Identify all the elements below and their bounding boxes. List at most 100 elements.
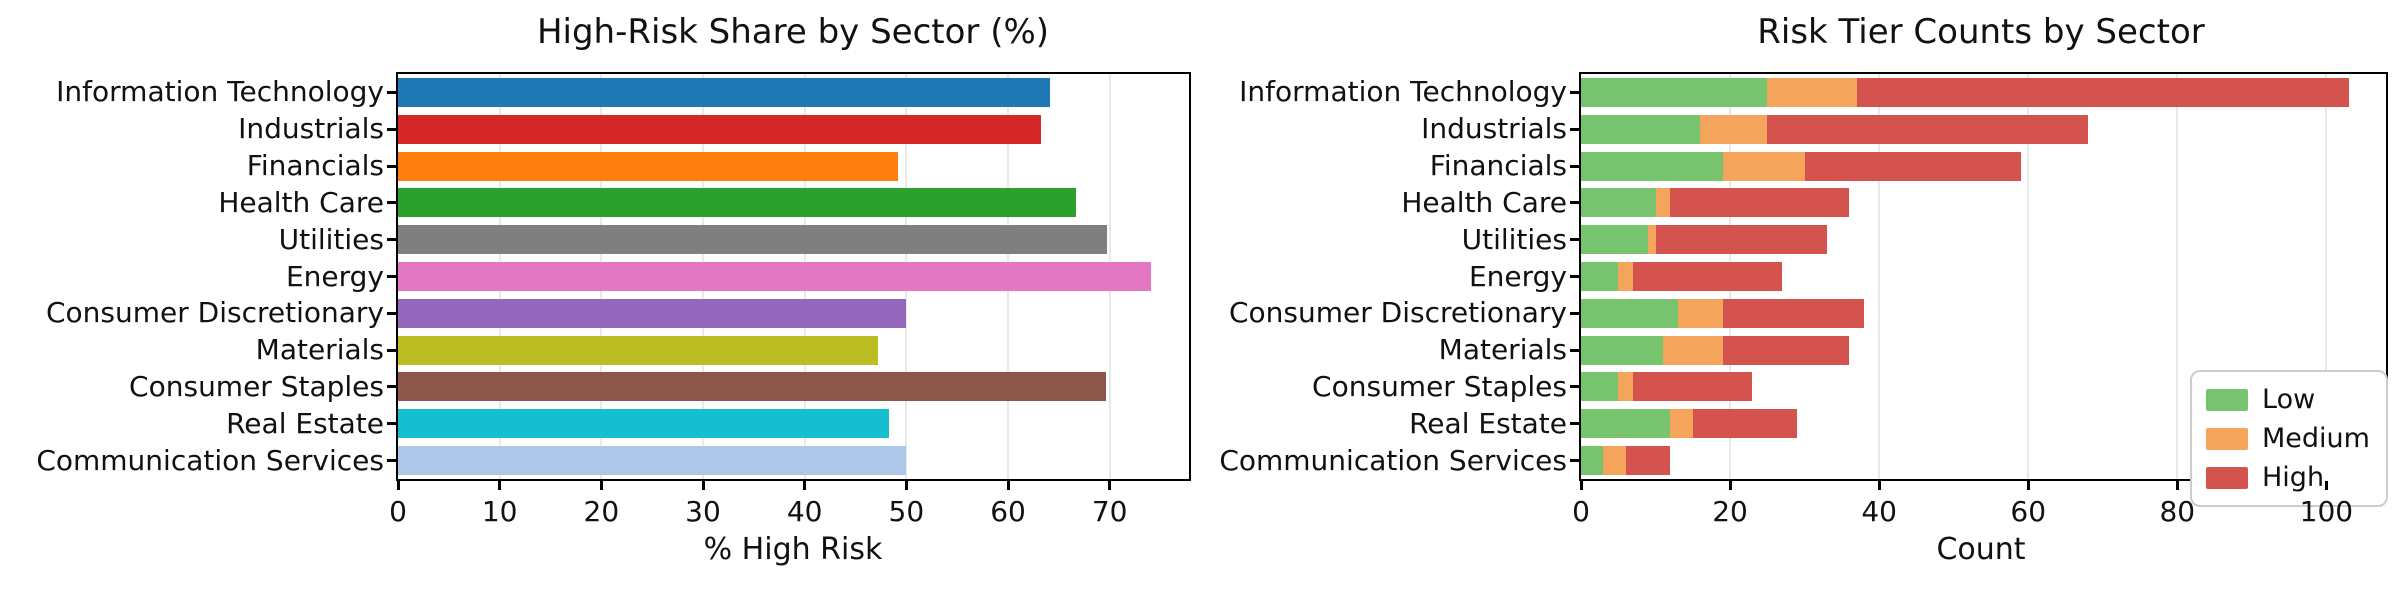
x-tick-label: 20 (1712, 495, 1748, 528)
y-tick-mark (387, 348, 396, 352)
category-label: Communication Services (1219, 443, 1567, 477)
x-tick-label: 10 (481, 495, 518, 528)
category-label: Utilities (278, 222, 384, 256)
y-tick-mark (387, 311, 396, 315)
category-label: Real Estate (1409, 406, 1567, 440)
category-label: Industrials (238, 112, 384, 146)
x-tick-mark (2175, 481, 2179, 490)
bar-segment-high-7 (1722, 336, 1850, 365)
left-plot-area (396, 72, 1191, 481)
y-tick-mark (387, 90, 396, 94)
bar-segment-medium-1 (1700, 115, 1768, 144)
right-chart-title: Risk Tier Counts by Sector (1757, 12, 2205, 52)
x-tick-mark (1579, 481, 1583, 490)
gridline-x40 (1878, 74, 1881, 479)
bar-segment-high-0 (1856, 78, 2349, 107)
bar-segment-low-5 (1581, 262, 1619, 291)
x-tick-label: 40 (1861, 495, 1897, 528)
legend-row-medium: Medium (2206, 423, 2370, 454)
x-tick-mark (396, 481, 400, 490)
category-label: Industrials (1421, 112, 1567, 146)
legend-swatch-medium (2206, 427, 2248, 450)
y-tick-mark (387, 385, 396, 389)
legend-swatch-high (2206, 466, 2248, 489)
left-chart-title: High-Risk Share by Sector (%) (536, 12, 1050, 52)
bar-5 (398, 262, 1152, 291)
right-xaxis-label: Count (1936, 532, 2026, 567)
bar-segment-medium-2 (1722, 152, 1805, 181)
bar-segment-high-9 (1692, 409, 1798, 438)
x-tick-mark (1877, 481, 1881, 490)
bar-segment-low-10 (1581, 446, 1604, 475)
bar-segment-high-5 (1633, 262, 1783, 291)
category-label: Energy (285, 259, 384, 293)
category-label: Materials (255, 333, 384, 367)
left-xaxis-label: % High Risk (703, 532, 883, 567)
category-label: Communication Services (36, 443, 384, 477)
bar-segment-high-1 (1767, 115, 2088, 144)
bar-3 (398, 188, 1077, 217)
bar-segment-medium-7 (1662, 336, 1723, 365)
y-tick-mark (1570, 422, 1579, 426)
y-tick-mark (1570, 275, 1579, 278)
bar-segment-high-4 (1655, 225, 1827, 254)
y-tick-mark (387, 422, 396, 426)
y-tick-mark (387, 459, 396, 463)
y-tick-mark (1570, 311, 1579, 315)
x-tick-label: 60 (990, 495, 1026, 528)
bar-segment-low-3 (1581, 188, 1656, 217)
category-label: Information Technology (56, 75, 384, 109)
bar-6 (398, 299, 907, 328)
bar-segment-medium-6 (1677, 299, 1723, 328)
bar-4 (398, 225, 1107, 254)
bar-segment-low-7 (1581, 336, 1663, 365)
legend-label-high: High (2262, 462, 2325, 493)
bar-segment-low-6 (1581, 299, 1678, 328)
bar-segment-high-3 (1670, 188, 1850, 217)
bar-1 (398, 115, 1041, 144)
bar-segment-high-6 (1722, 299, 1865, 328)
bar-7 (398, 336, 878, 365)
legend-row-low: Low (2206, 384, 2370, 415)
bar-segment-medium-9 (1670, 409, 1693, 438)
x-tick-label: 0 (1572, 495, 1590, 528)
y-tick-mark (1570, 238, 1579, 242)
y-tick-mark (387, 164, 396, 168)
y-tick-mark (1570, 201, 1579, 205)
bar-0 (398, 78, 1050, 107)
x-tick-label: 0 (389, 495, 407, 528)
x-tick-label: 100 (2299, 495, 2354, 528)
y-tick-mark (1570, 90, 1579, 94)
x-tick-label: 30 (685, 495, 721, 528)
category-label: Financials (246, 149, 384, 183)
x-tick-mark (803, 481, 807, 490)
bar-8 (398, 372, 1106, 401)
bar-segment-low-2 (1581, 152, 1723, 181)
x-tick-label: 40 (786, 495, 823, 528)
legend-row-high: High (2206, 462, 2370, 493)
category-label: Utilities (1461, 222, 1567, 256)
bar-segment-low-0 (1581, 78, 1768, 107)
right-plot-area (1579, 72, 2388, 481)
x-tick-mark (599, 481, 603, 490)
bar-segment-high-2 (1804, 152, 2021, 181)
y-tick-mark (387, 275, 396, 278)
x-tick-label: 20 (583, 495, 620, 528)
y-tick-mark (387, 127, 396, 131)
gridline-x100 (2325, 74, 2328, 479)
bar-2 (398, 152, 899, 181)
bar-segment-low-8 (1581, 372, 1619, 401)
x-tick-label: 70 (1091, 495, 1128, 528)
category-label: Financials (1429, 149, 1567, 183)
category-label: Real Estate (226, 406, 384, 440)
bar-segment-high-10 (1625, 446, 1671, 475)
x-tick-label: 60 (2010, 495, 2047, 528)
x-tick-label: 80 (2159, 495, 2196, 528)
x-tick-mark (1728, 481, 1732, 490)
y-tick-mark (387, 238, 396, 242)
category-label: Materials (1438, 333, 1567, 367)
x-tick-mark (2026, 481, 2030, 490)
x-tick-label: 50 (888, 495, 925, 528)
bar-segment-low-1 (1581, 115, 1701, 144)
